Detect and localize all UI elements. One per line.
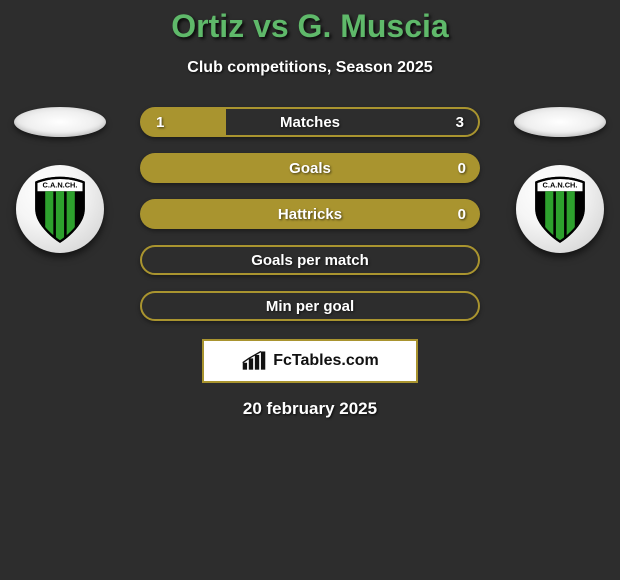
stat-right-value: 3 xyxy=(456,114,464,131)
date-label: 20 february 2025 xyxy=(243,399,377,419)
subtitle: Club competitions, Season 2025 xyxy=(187,59,432,77)
stat-row-min-per-goal: Min per goal xyxy=(140,291,480,321)
shield-icon: C.A.N.CH. xyxy=(23,172,97,246)
stat-label: Hattricks xyxy=(278,206,342,223)
left-player-column: C.A.N.CH. xyxy=(10,107,110,253)
stat-label: Goals xyxy=(289,160,331,177)
stat-row-goals-per-match: Goals per match xyxy=(140,245,480,275)
player-avatar-right xyxy=(514,107,606,137)
page-title: Ortiz vs G. Muscia xyxy=(171,8,448,45)
stat-bars: 1 Matches 3 Goals 0 Hattricks 0 Goals pe… xyxy=(140,107,480,321)
stat-row-goals: Goals 0 xyxy=(140,153,480,183)
stat-label: Min per goal xyxy=(266,298,354,315)
club-badge-right: C.A.N.CH. xyxy=(516,165,604,253)
player-avatar-left xyxy=(14,107,106,137)
stat-left-value: 1 xyxy=(156,114,164,131)
bar-chart-icon xyxy=(241,350,267,372)
brand-label: FcTables.com xyxy=(273,352,379,370)
stat-row-hattricks: Hattricks 0 xyxy=(140,199,480,229)
right-player-column: C.A.N.CH. xyxy=(510,107,610,253)
stat-label: Goals per match xyxy=(251,252,369,269)
stat-row-matches: 1 Matches 3 xyxy=(140,107,480,137)
club-badge-left: C.A.N.CH. xyxy=(16,165,104,253)
brand-box[interactable]: FcTables.com xyxy=(202,339,418,383)
stat-right-value: 0 xyxy=(458,206,466,223)
stat-right-value: 0 xyxy=(458,160,466,177)
stat-label: Matches xyxy=(280,114,340,131)
club-label-text: C.A.N.CH. xyxy=(43,181,78,190)
club-label-text: C.A.N.CH. xyxy=(543,181,578,190)
comparison-layout: C.A.N.CH. 1 Matches 3 xyxy=(0,107,620,321)
comparison-card: Ortiz vs G. Muscia Club competitions, Se… xyxy=(0,0,620,419)
shield-icon: C.A.N.CH. xyxy=(523,172,597,246)
